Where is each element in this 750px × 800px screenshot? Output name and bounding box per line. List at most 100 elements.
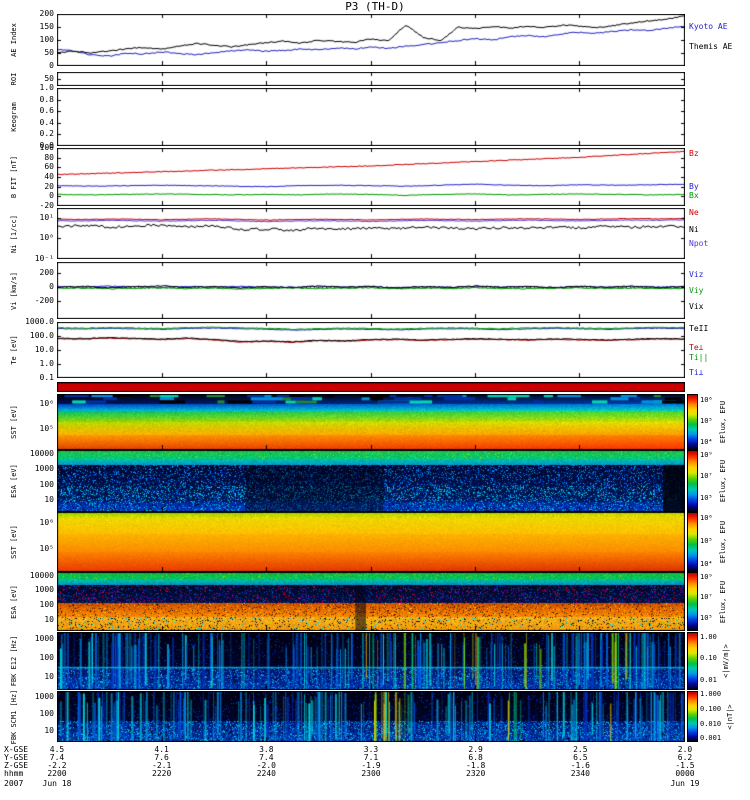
axis-value: 6.8 (468, 753, 483, 762)
colorbar-unit-fbk_e: <|mV/m|> (722, 644, 730, 678)
ytick-label-fbk_e: 1000 (34, 633, 54, 643)
plot-canvas-te (57, 322, 685, 378)
ytick-label-b: 80 (44, 152, 54, 162)
ytick-label-keo: 0.4 (39, 117, 54, 127)
colorbar-tick-fbk_b: 0.001 (700, 733, 722, 742)
panel-sst_i: SST [eV] 10⁶ 10⁵ 10⁶ 10⁵ 10⁴ EFlux, EFU (0, 512, 750, 572)
time-axis: X-GSE 4.5 4.1 3.8 3.3 2.9 2.5 2.0 Y-GSE 7.4 7.6 7.4… (0, 742, 750, 800)
colorbar-tick-esa_e: 10⁷ (700, 472, 713, 481)
colorbar-tick-fbk_e: 0.10 (700, 654, 717, 663)
axis-value: -1.5 (675, 761, 695, 770)
ytick-label-keo: 0.2 (39, 129, 54, 139)
series-label-By: By (689, 181, 699, 191)
ytick-label-fbk_b: 10 (44, 725, 54, 735)
panel-ni: Ni [1/cc] 10¹ 10⁰ 10⁻¹ Ne Ni Npot (0, 208, 750, 263)
plot-canvas-keo (57, 88, 685, 146)
spectrogram-canvas-esa_i (57, 572, 685, 631)
panel-sst_e: SST [eV] 10⁶ 10⁵ 10⁶ 10⁵ 10⁴ EFlux, EFU (0, 394, 750, 450)
axis-value: 2300 (361, 769, 381, 778)
colorbar-tick-esa_i: 10⁹ (700, 572, 713, 581)
series-label-Viy: Viy (689, 286, 704, 296)
ytick-label-fbk_e: 100 (39, 653, 54, 663)
ytick-label-ae: 50 (44, 48, 54, 57)
colorbar-tick-sst_e: 10⁵ (700, 416, 713, 425)
axis-value: 7.4 (259, 753, 274, 762)
axis-date-label: Jun 18 (42, 779, 72, 788)
axis-value: 4.1 (154, 745, 169, 754)
colorbar-tick-esa_i: 10⁵ (700, 614, 713, 623)
series-label-Npot: Npot (689, 238, 709, 248)
ytick-label-te: 10.0 (34, 345, 54, 354)
axis-row-label-x-gse: X-GSE (4, 745, 29, 754)
ytick-label-esa_i: 10000 (29, 570, 54, 580)
axis-row-label-z-gse: Z-GSE (4, 761, 29, 770)
ytick-label-ni: 10¹ (39, 212, 54, 222)
spectrogram-canvas-sst_e (57, 394, 685, 450)
ytick-label-keo: 0.8 (39, 94, 54, 104)
axis-value: 2.5 (573, 745, 588, 754)
plot-canvas-ae (57, 14, 685, 66)
ytick-label-te: 0.1 (39, 373, 54, 382)
plot-canvas-b (57, 148, 685, 206)
plot-canvas-ni (57, 208, 685, 259)
ytick-label-esa_i: 1000 (34, 585, 54, 595)
colorbar-tick-sst_e: 10⁶ (700, 395, 713, 404)
ytick-label-te: 1000.0 (25, 317, 54, 326)
ytick-label-te: 1.0 (39, 359, 54, 368)
axis-value: -1.6 (570, 761, 590, 770)
colorbar-unit-sst_i: EFlux, EFU (719, 520, 727, 564)
colorbar-unit-fbk_b: <|nT|> (726, 703, 734, 730)
axis-value: -2.1 (152, 761, 172, 770)
axis-value: 2.9 (468, 745, 483, 754)
ytick-label-esa_e: 100 (39, 479, 54, 489)
colorbar-sst_e (687, 394, 698, 450)
axis-value: -1.9 (361, 761, 381, 770)
axis-value: 7.4 (49, 753, 65, 762)
colorbar-tick-fbk_b: 1.000 (700, 690, 722, 699)
colorbar-esa_i (687, 572, 698, 631)
series-label-Bz: Bz (689, 149, 699, 159)
ytick-label-b: 0 (49, 191, 54, 201)
axis-value: 7.1 (363, 753, 379, 762)
colorbar-tick-fbk_e: 0.01 (700, 675, 717, 684)
spectrogram-canvas-fbk_e (57, 632, 685, 690)
panel-te: Te [eV] 1000.0 100.0 10.0 1.0 0.1 TeII Te⊥ Ti|| T… (0, 318, 750, 382)
colorbar-tick-fbk_e: 1.00 (700, 632, 717, 641)
axis-value: 2320 (466, 769, 486, 778)
ytick-label-esa_i: 100 (39, 600, 54, 610)
panel-vi: Vi [km/s] 200 0 -200 Viz Viy Vix (0, 262, 750, 319)
ytick-label-fbk_e: 10 (44, 672, 54, 682)
series-label-Ti: Ti⊥ (689, 368, 704, 378)
series-label-Viz: Viz (689, 270, 704, 280)
ytick-label-esa_e: 10000 (29, 448, 54, 458)
panel-roi: ROI 50 (0, 72, 750, 86)
ytick-label-b: 100 (39, 143, 54, 152)
ytick-label-ni: 10⁻¹ (34, 254, 54, 263)
colorbar-tick-esa_e: 10⁹ (700, 450, 713, 459)
ytick-label-vi: -200 (34, 296, 54, 306)
ytick-label-te: 100.0 (29, 331, 54, 340)
panel-fbk_e: FBK E12 [Hz] 1000 100 10 1.00 0.10 0.01 <|mV/m|… (0, 632, 750, 690)
colorbar-sst_i (687, 512, 698, 572)
series-label-ThemisAE: Themis AE (689, 41, 733, 51)
axis-row-label-hhmm: hhmm (4, 769, 24, 778)
colorbar-tick-esa_e: 10⁵ (700, 494, 713, 503)
panel-ae: AE Index 200 150 100 50 0 Kyoto AE Themis AE (0, 10, 750, 70)
axis-value: 2340 (570, 769, 590, 778)
colorbar-unit-esa_e: EFlux, EFU (719, 459, 727, 503)
axis-value: 3.8 (259, 745, 274, 754)
colorbar-unit-esa_i: EFlux, EFU (719, 580, 727, 623)
colorbar-unit-sst_e: EFlux, EFU (719, 400, 727, 444)
plot-title: P3 (TH-D) (345, 0, 405, 13)
series-label-Bx: Bx (689, 191, 699, 201)
colorbar-fbk_b (687, 691, 698, 742)
ytick-label-ae: 200 (39, 9, 54, 18)
colorbar-tick-sst_e: 10⁴ (700, 438, 713, 447)
ytick-label-keo: 0.6 (39, 106, 54, 116)
ytick-label-b: 40 (44, 172, 54, 181)
axis-row-label-y-gse: Y-GSE (4, 753, 29, 762)
ytick-label-vi: 200 (39, 267, 54, 277)
spectrogram-canvas-fbk_b (57, 691, 685, 742)
ytick-label-sst_e: 10⁵ (39, 423, 54, 433)
ytick-label-ni: 10⁰ (39, 233, 54, 243)
